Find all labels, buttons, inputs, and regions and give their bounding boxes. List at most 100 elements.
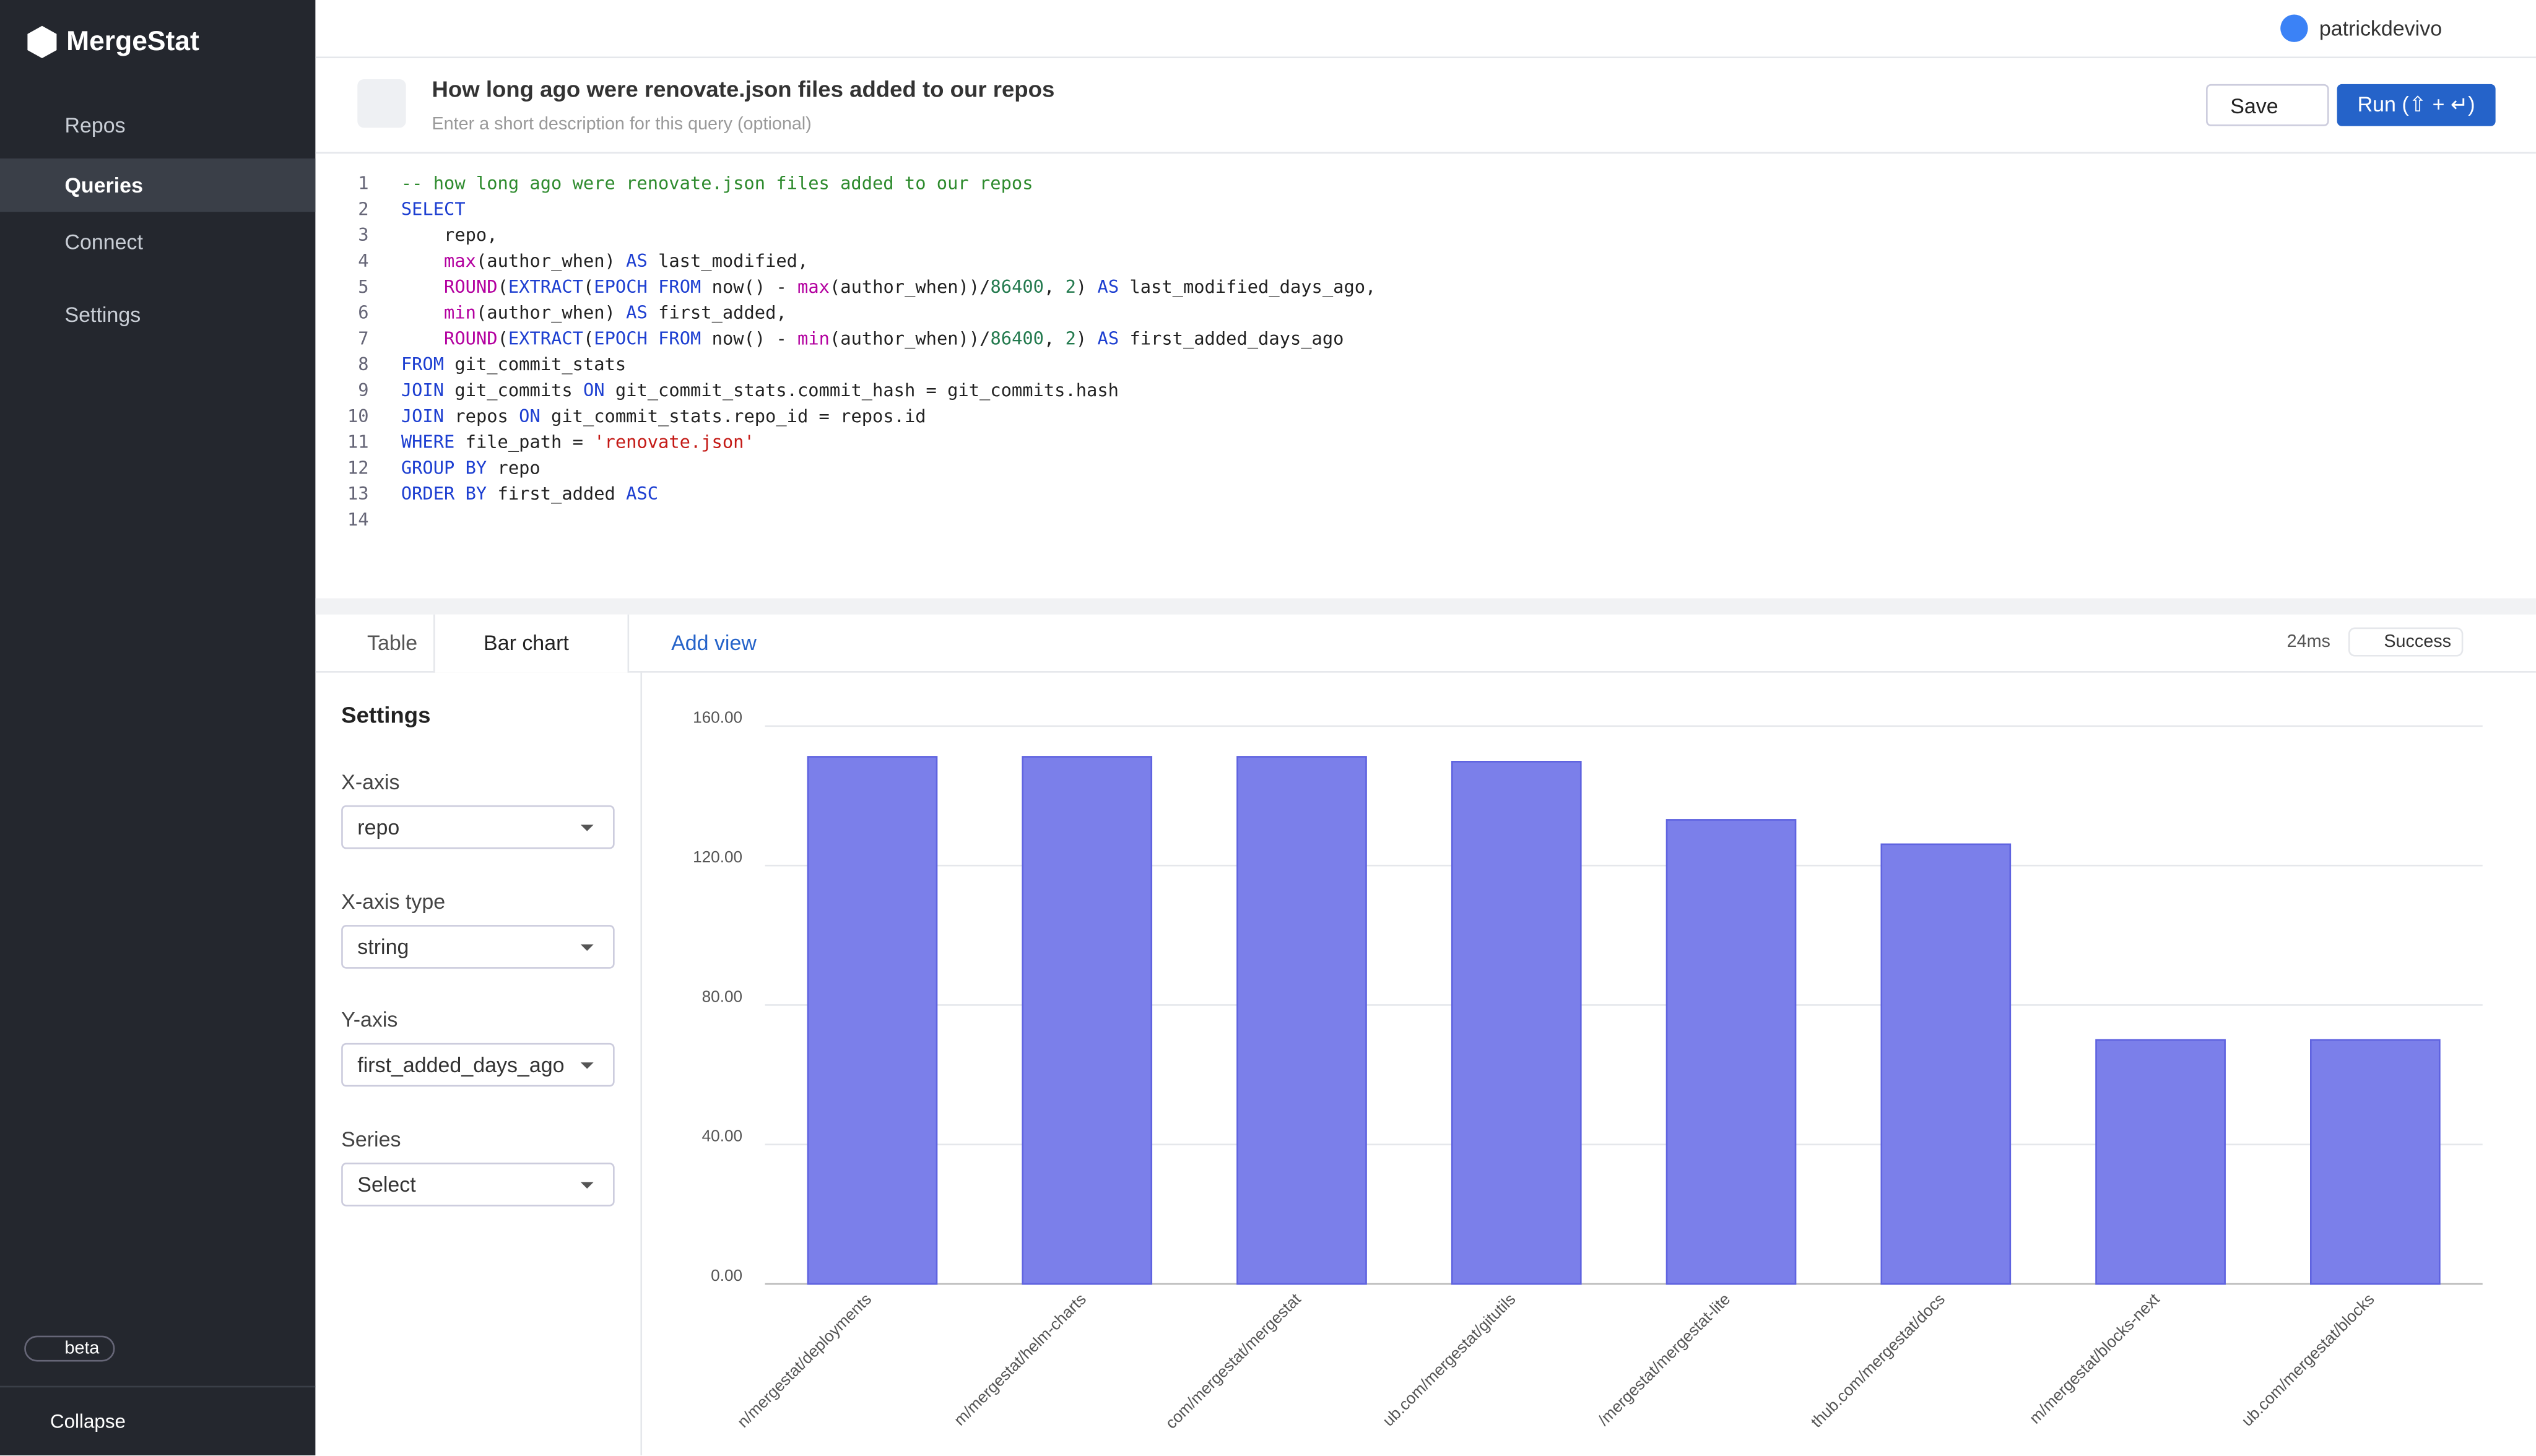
x-tick-label: m/mergestat/helm-charts bbox=[950, 1289, 1090, 1429]
tab[interactable]: Bar chart bbox=[484, 631, 569, 655]
line-number: 11 bbox=[323, 431, 368, 453]
code-token: EXTRACT bbox=[508, 328, 583, 349]
x-tick-label: /mergestat/mergestat-lite bbox=[1594, 1289, 1734, 1429]
code-line: min(author_when) AS first_added, bbox=[401, 302, 787, 323]
code-token: last_modified, bbox=[648, 251, 809, 272]
line-number: 10 bbox=[323, 406, 368, 427]
code-token: AS bbox=[626, 302, 648, 323]
code-token: (author_when))/ bbox=[830, 277, 991, 298]
select[interactable]: Select bbox=[341, 1162, 614, 1206]
sidebar: MergeStat Repos Queries Connect Settings… bbox=[0, 0, 315, 1455]
code-token: min bbox=[444, 302, 476, 323]
bar bbox=[2311, 1040, 2439, 1284]
top-bar bbox=[315, 0, 2536, 58]
query-title[interactable]: How long ago were renovate.json files ad… bbox=[432, 76, 1054, 102]
duration: 24ms bbox=[2287, 632, 2330, 651]
tab[interactable]: Table bbox=[367, 631, 417, 655]
code-token bbox=[401, 277, 444, 298]
x-tick-label: ub.com/mergestat/gitutils bbox=[1379, 1289, 1519, 1429]
nav-item[interactable]: Connect bbox=[0, 215, 315, 268]
code-line: JOIN git_commits ON git_commit_stats.com… bbox=[401, 380, 1119, 401]
bar-chart: 0.0040.0080.00120.00160.00n/mergestat/de… bbox=[642, 671, 2536, 1455]
code-token: JOIN bbox=[401, 380, 444, 401]
status: Success bbox=[2348, 628, 2462, 657]
line-number: 5 bbox=[323, 277, 368, 298]
code-token: JOIN bbox=[401, 406, 444, 427]
bar bbox=[1667, 820, 1796, 1284]
select[interactable]: first_added_days_ago bbox=[341, 1043, 614, 1087]
collapse-button[interactable]: Collapse bbox=[50, 1410, 126, 1433]
line-number: 4 bbox=[323, 251, 368, 272]
code-token: git_commit_stats.repo_id = repos.id bbox=[541, 406, 926, 427]
run-button[interactable]: Run (⇧ + ↵) bbox=[2337, 84, 2496, 126]
code-token: 86400 bbox=[990, 328, 1044, 349]
code-token bbox=[401, 302, 444, 323]
line-number: 14 bbox=[323, 509, 368, 531]
code-token: EPOCH bbox=[594, 328, 648, 349]
code-token: repo, bbox=[401, 225, 498, 246]
bar bbox=[1237, 756, 1366, 1284]
x-tick-label: ub.com/mergestat/blocks bbox=[2238, 1289, 2378, 1429]
code-line: WHERE file_path = 'renovate.json' bbox=[401, 431, 755, 453]
query-description[interactable]: Enter a short description for this query… bbox=[432, 115, 811, 134]
line-number: 6 bbox=[323, 302, 368, 323]
tab-bar bbox=[315, 615, 2536, 673]
code-line: ORDER BY first_added ASC bbox=[401, 483, 658, 505]
x-tick-label: com/mergestat/mergestat bbox=[1162, 1289, 1305, 1432]
bar bbox=[2096, 1040, 2225, 1284]
code-token bbox=[401, 328, 444, 349]
x-tick-label: n/mergestat/deployments bbox=[734, 1289, 875, 1431]
code-token bbox=[401, 251, 444, 272]
code-token: first_added_days_ago bbox=[1119, 328, 1344, 349]
select[interactable]: string bbox=[341, 924, 614, 968]
code-token: first_added, bbox=[648, 302, 787, 323]
select[interactable]: repo bbox=[341, 805, 614, 849]
code-token: , bbox=[1044, 328, 1066, 349]
field-label: Series bbox=[341, 1126, 401, 1150]
code-token: AS bbox=[1098, 328, 1119, 349]
nav-item[interactable]: Settings bbox=[0, 288, 315, 341]
code-token: SELECT bbox=[401, 199, 466, 220]
code-token: 2 bbox=[1066, 328, 1076, 349]
settings-title: Settings bbox=[341, 702, 430, 728]
line-number: 8 bbox=[323, 354, 368, 375]
line-number: 7 bbox=[323, 328, 368, 349]
code-token: ON bbox=[583, 380, 605, 401]
code-token: ) bbox=[1076, 277, 1098, 298]
code-token: ROUND bbox=[444, 277, 498, 298]
code-token: WHERE bbox=[401, 431, 455, 453]
code-token: ( bbox=[498, 277, 508, 298]
line-number: 9 bbox=[323, 380, 368, 401]
code-token: git_commits bbox=[444, 380, 583, 401]
code-token: file_path = bbox=[454, 431, 594, 453]
y-tick-label: 120.00 bbox=[693, 847, 742, 866]
code-line: GROUP BY repo bbox=[401, 457, 541, 479]
x-tick-label: thub.com/mergestat/docs bbox=[1807, 1289, 1949, 1431]
code-token: first_added bbox=[487, 483, 626, 505]
add-view[interactable]: Add view bbox=[671, 631, 757, 655]
app-name: MergeStat bbox=[66, 26, 199, 58]
code-token: AS bbox=[626, 251, 648, 272]
code-token: (author_when) bbox=[476, 251, 626, 272]
code-token: repos bbox=[444, 406, 519, 427]
user-name[interactable]: patrickdevivo bbox=[2319, 16, 2442, 40]
code-line: max(author_when) AS last_modified, bbox=[401, 251, 808, 272]
code-token: ORDER BY bbox=[401, 483, 487, 505]
code-token: ASC bbox=[626, 483, 658, 505]
code-token: repo bbox=[487, 457, 541, 479]
logo bbox=[24, 24, 59, 59]
code-token: ( bbox=[583, 277, 594, 298]
code-token: last_modified_days_ago, bbox=[1119, 277, 1376, 298]
nav-item[interactable]: Repos bbox=[0, 98, 315, 152]
code-token: 2 bbox=[1066, 277, 1076, 298]
line-number: 3 bbox=[323, 225, 368, 246]
y-tick-label: 40.00 bbox=[702, 1127, 742, 1145]
line-number: 2 bbox=[323, 199, 368, 220]
code-token: 'renovate.json' bbox=[594, 431, 755, 453]
code-line: ROUND(EXTRACT(EPOCH FROM now() - max(aut… bbox=[401, 277, 1376, 298]
nav-item[interactable]: Queries bbox=[0, 158, 315, 212]
code-line: repo, bbox=[401, 225, 498, 246]
save-button[interactable]: Save bbox=[2206, 84, 2329, 126]
code-token: 86400 bbox=[990, 277, 1044, 298]
